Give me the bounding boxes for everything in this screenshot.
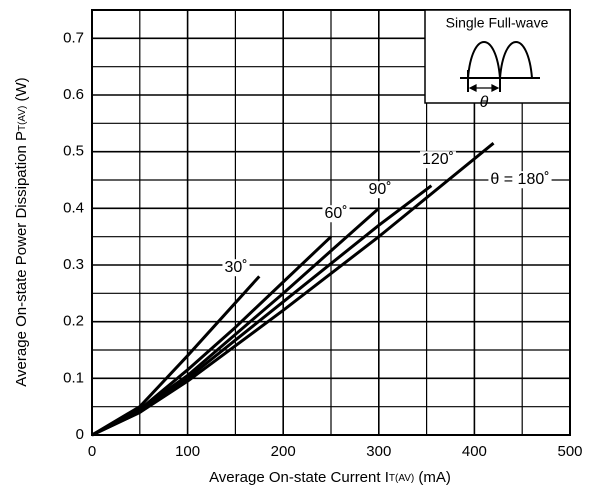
plot-frame [91, 9, 571, 436]
inset-symbol: θ [480, 94, 489, 111]
y-label-unit: (W) [13, 77, 30, 105]
y-tick-label: 0.7 [63, 29, 84, 46]
y-tick-label: 0.2 [63, 313, 84, 330]
series-line [91, 207, 380, 437]
theta-arrow [468, 84, 500, 92]
x-tick-label: 500 [557, 443, 582, 460]
y-label-text: Average On-state Power Dissipation P [13, 131, 30, 387]
y-tick-label: 0 [76, 426, 84, 443]
x-label-sub: T(AV) [389, 473, 414, 484]
series-label: 120˚ [422, 151, 454, 168]
x-label-text: Average On-state Current I [209, 469, 389, 486]
y-tick-label: 0.6 [63, 86, 84, 103]
x-tick-label: 400 [462, 443, 487, 460]
series-label: θ = 180˚ [490, 171, 549, 188]
series-label: 90˚ [368, 181, 391, 198]
series-label-bg [488, 171, 552, 189]
series-label-bg [222, 259, 250, 277]
series-label-bg [366, 181, 394, 199]
x-tick-label: 300 [366, 443, 391, 460]
y-tick-label: 0.4 [63, 199, 84, 216]
y-tick-label: 0.5 [63, 143, 84, 160]
series-label: 30˚ [224, 259, 247, 276]
y-label-sub: T(AV) [17, 106, 28, 131]
x-axis-label: Average On-state Current IT(AV) (mA) [209, 469, 451, 486]
series-label-bg [419, 151, 457, 169]
series-line [91, 275, 261, 437]
series-line [91, 235, 333, 437]
waveform [460, 41, 540, 92]
x-label-unit: (mA) [414, 469, 451, 486]
series-line [91, 142, 495, 437]
y-axis-label: Average On-state Power Dissipation PT(AV… [13, 77, 30, 386]
y-tick-label: 0.3 [63, 256, 84, 273]
x-tick-label: 0 [88, 443, 96, 460]
series-label: 60˚ [324, 205, 347, 222]
y-tick-label: 0.1 [63, 369, 84, 386]
x-tick-label: 200 [271, 443, 296, 460]
inset-title: Single Full-wave [446, 15, 549, 31]
x-tick-label: 100 [175, 443, 200, 460]
series-label-bg [322, 205, 350, 223]
